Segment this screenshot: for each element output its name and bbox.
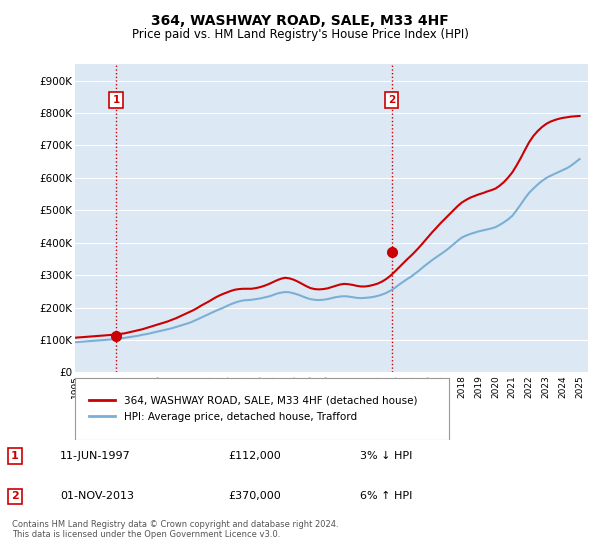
Text: 6% ↑ HPI: 6% ↑ HPI xyxy=(360,491,412,501)
Text: 2: 2 xyxy=(388,95,395,105)
Legend: 364, WASHWAY ROAD, SALE, M33 4HF (detached house), HPI: Average price, detached : 364, WASHWAY ROAD, SALE, M33 4HF (detach… xyxy=(84,390,422,427)
Text: 1: 1 xyxy=(11,451,19,461)
Text: £370,000: £370,000 xyxy=(228,491,281,501)
Text: £112,000: £112,000 xyxy=(228,451,281,461)
Text: 3% ↓ HPI: 3% ↓ HPI xyxy=(360,451,412,461)
Text: 11-JUN-1997: 11-JUN-1997 xyxy=(60,451,131,461)
Text: 2: 2 xyxy=(11,491,19,501)
Text: 01-NOV-2013: 01-NOV-2013 xyxy=(60,491,134,501)
Text: 1: 1 xyxy=(112,95,119,105)
Text: Price paid vs. HM Land Registry's House Price Index (HPI): Price paid vs. HM Land Registry's House … xyxy=(131,28,469,41)
Text: Contains HM Land Registry data © Crown copyright and database right 2024.
This d: Contains HM Land Registry data © Crown c… xyxy=(12,520,338,539)
Text: 364, WASHWAY ROAD, SALE, M33 4HF: 364, WASHWAY ROAD, SALE, M33 4HF xyxy=(151,14,449,28)
